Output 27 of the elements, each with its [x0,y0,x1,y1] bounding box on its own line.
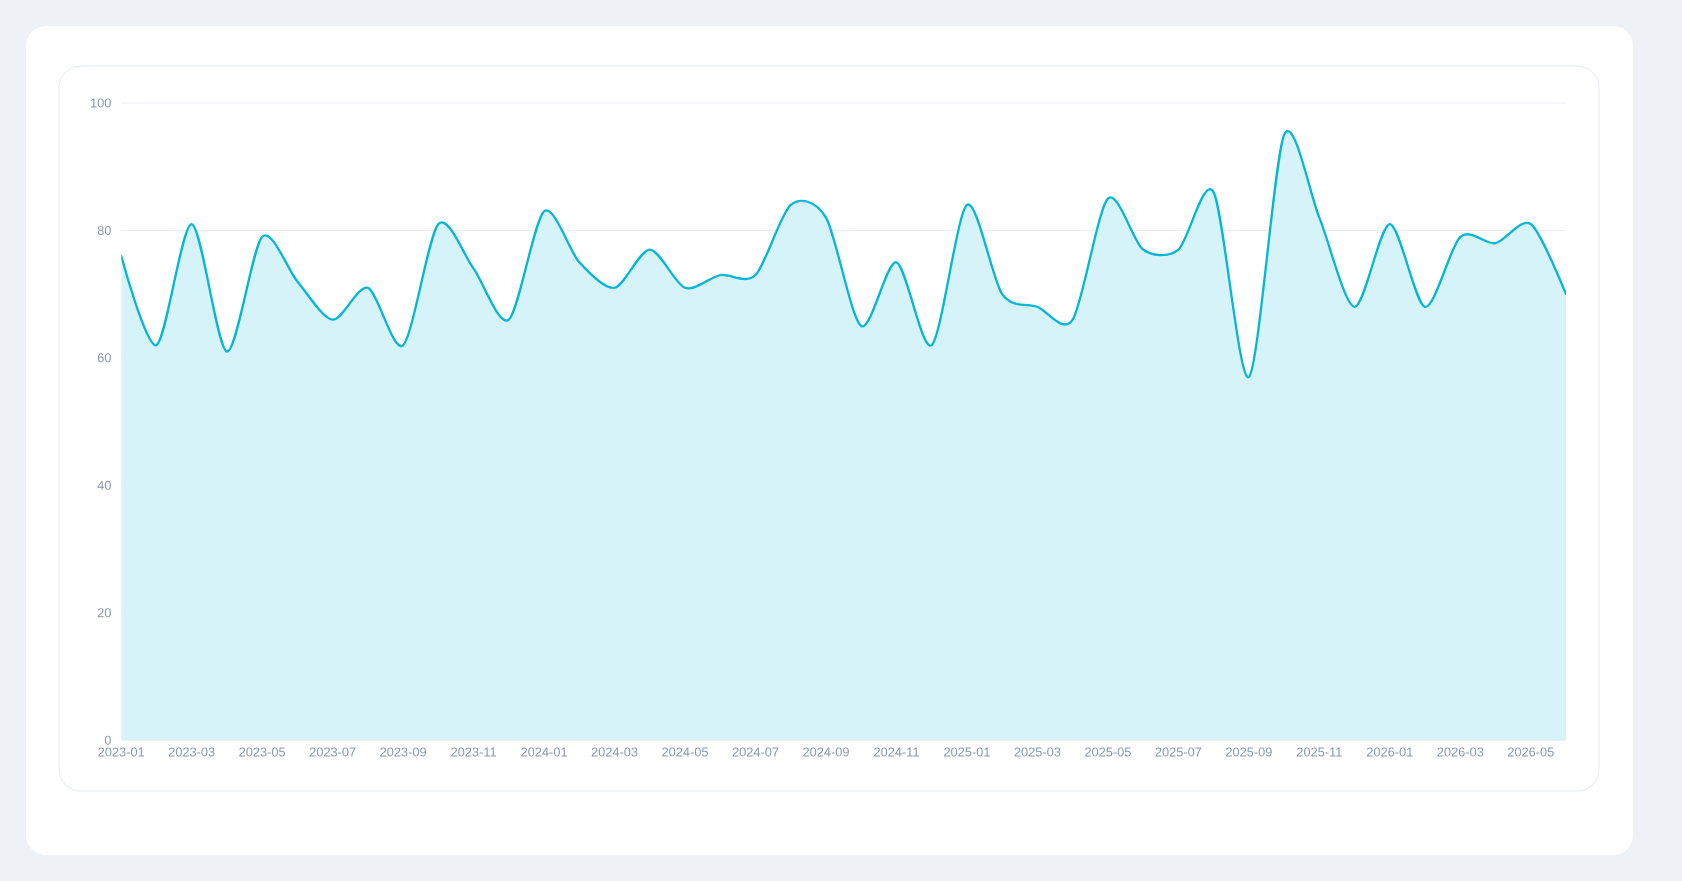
x-tick-label: 2023-01 [98,747,145,757]
x-tick-label: 2025-01 [944,747,990,757]
x-tick-label: 2023-07 [309,747,356,757]
x-tick-label: 2026-03 [1437,747,1484,757]
x-tick-label: 2025-05 [1085,747,1131,757]
y-tick-label: 0 [104,735,111,745]
x-tick-label: 2026-01 [1366,747,1413,757]
x-tick-label: 2024-05 [662,747,708,757]
x-tick-label: 2025-09 [1226,747,1272,757]
x-tick-label: 2023-05 [239,747,286,757]
x-tick-label: 2025-11 [1296,747,1342,757]
x-tick-label: 2026-05 [1507,747,1554,757]
y-tick-label: 80 [97,225,111,235]
x-tick-label: 2024-09 [803,747,849,757]
x-tick-label: 2025-07 [1155,747,1202,757]
x-tick-label: 2024-01 [521,747,567,757]
y-tick-label: 40 [97,480,111,490]
x-tick-label: 2023-11 [451,747,496,757]
y-tick-label: 100 [91,98,111,108]
x-tick-label: 2024-07 [732,747,779,757]
x-tick-label: 2024-11 [874,747,919,757]
x-tick-label: 2023-03 [168,747,215,757]
x-tick-label: 2024-03 [591,747,638,757]
x-tick-label: 2023-09 [380,747,426,757]
y-tick-label: 20 [97,608,111,618]
x-tick-label: 2025-03 [1014,747,1061,757]
y-tick-label: 60 [97,353,111,363]
